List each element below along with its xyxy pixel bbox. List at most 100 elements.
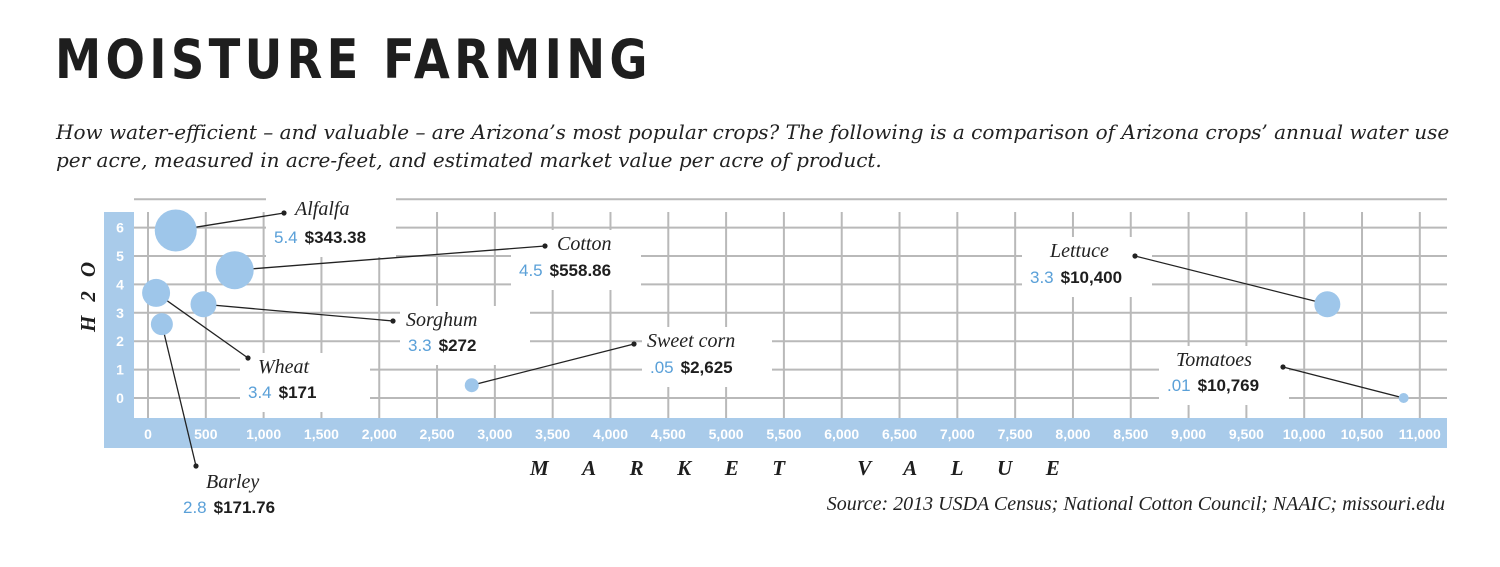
market-value: $171.76: [214, 498, 275, 517]
x-tick-label: 8,000: [1055, 426, 1090, 442]
x-axis-ticks: 0 500 1,000 1,500 2,000 2,500 3,000 3,500 4,000 4…: [144, 426, 1441, 442]
crop-bubble: [150, 313, 173, 336]
water-use-value: 5.4: [274, 228, 298, 247]
x-tick-label: 9,000: [1171, 426, 1206, 442]
x-tick-label: 500: [194, 426, 218, 442]
chart-frame: [104, 212, 1447, 448]
leader-dot: [390, 318, 396, 324]
leader-line: [471, 343, 635, 386]
leader-dot: [193, 463, 199, 469]
leader-line: [203, 303, 394, 322]
crop-bubble: [142, 278, 171, 307]
y-axis-title: H2O: [76, 248, 100, 333]
crop-bubble: [1398, 393, 1409, 403]
leader-dot: [281, 210, 287, 216]
crop-labels: Alfalfa 5.4 $343.38 Cotton 4.5 $558.86 Sorghum…: [175, 195, 1289, 527]
label-background: [1022, 237, 1152, 297]
x-tick-label: 7,000: [940, 426, 975, 442]
crop-bubbles: [142, 209, 1409, 403]
market-value: $10,400: [1061, 268, 1122, 287]
crop-name-label: Cotton: [557, 233, 611, 255]
y-tick-label: 0: [116, 390, 124, 406]
x-tick-label: 8,500: [1113, 426, 1148, 442]
x-tick-label: 0: [144, 426, 152, 442]
leader-line: [161, 324, 197, 467]
x-tick-label: 1,000: [246, 426, 281, 442]
leader-dot: [1132, 253, 1138, 259]
crop-value-label: .05 $2,625: [650, 358, 733, 377]
leader-line: [155, 292, 249, 359]
chart-subtitle: How water-efficient – and valuable – are…: [56, 120, 1450, 172]
leader-lines: [155, 210, 1404, 469]
label-background: [1159, 346, 1289, 405]
leader-line: [234, 245, 546, 271]
x-tick-label: 9,500: [1229, 426, 1264, 442]
y-axis-band: [104, 212, 134, 448]
market-value: $558.86: [550, 261, 611, 280]
crop-name-label: Wheat: [258, 356, 310, 378]
market-value: $343.38: [305, 228, 366, 247]
water-use-value: 4.5: [519, 261, 543, 280]
crop-bubble: [1314, 291, 1341, 318]
x-tick-label: 10,500: [1341, 426, 1384, 442]
leader-dot: [631, 341, 637, 347]
crop-bubble: [464, 378, 479, 393]
water-use-value: 3.4: [248, 383, 272, 402]
market-value: $10,769: [1198, 376, 1259, 395]
x-tick-label: 2,500: [420, 426, 455, 442]
market-value: $2,625: [681, 358, 733, 377]
y-axis-ticks: 0 1 2 3 4 5 6: [116, 220, 124, 406]
x-tick-label: 7,500: [998, 426, 1033, 442]
y-tick-label: 3: [116, 305, 124, 321]
x-axis-title: MARKET VALUE: [529, 456, 1093, 480]
x-tick-label: 1,500: [304, 426, 339, 442]
source-note: Source: 2013 USDA Census; National Cotto…: [826, 493, 1445, 515]
x-tick-label: 6,000: [824, 426, 859, 442]
label-background: [175, 468, 305, 527]
y-tick-label: 2: [116, 333, 124, 349]
y-tick-label: 6: [116, 220, 124, 236]
x-tick-label: 4,000: [593, 426, 628, 442]
x-axis-band: [104, 418, 1447, 448]
x-tick-label: 11,000: [1399, 426, 1441, 442]
leader-dot: [1280, 364, 1286, 370]
x-tick-label: 5,000: [709, 426, 744, 442]
water-use-value: 2.8: [183, 498, 207, 517]
crop-value-label: 3.3 $272: [408, 336, 476, 355]
water-use-value: 3.3: [408, 336, 432, 355]
y-tick-label: 1: [116, 362, 124, 378]
crop-name-label: Tomatoes: [1176, 349, 1252, 371]
x-tick-label: 2,000: [362, 426, 397, 442]
label-background: [642, 327, 772, 387]
crop-name-label: Alfalfa: [293, 198, 349, 220]
x-tick-label: 10,000: [1283, 426, 1326, 442]
chart-title: MOISTURE FARMING: [55, 28, 652, 91]
crop-bubble: [215, 251, 254, 290]
x-tick-label: 6,500: [882, 426, 917, 442]
label-background: [240, 353, 370, 412]
crop-value-label: 5.4 $343.38: [274, 228, 366, 247]
crop-name-label: Sweet corn: [647, 330, 735, 352]
crop-value-label: 3.4 $171: [248, 383, 316, 402]
crop-name-label: Sorghum: [406, 309, 477, 331]
y-tick-label: 4: [116, 276, 124, 292]
water-use-value: 3.3: [1030, 268, 1054, 287]
crop-value-label: 4.5 $558.86: [519, 261, 611, 280]
axis-titles: H2O MARKET VALUE: [76, 248, 1093, 480]
crop-value-label: 3.3 $10,400: [1030, 268, 1122, 287]
crop-bubble: [190, 291, 217, 318]
y-tick-label: 5: [116, 248, 124, 264]
water-use-value: .05: [650, 358, 674, 377]
crop-value-label: .01 $10,769: [1167, 376, 1259, 395]
label-background: [400, 306, 530, 365]
leader-line: [1282, 366, 1404, 399]
water-use-value: .01: [1167, 376, 1191, 395]
crop-value-label: 2.8 $171.76: [183, 498, 275, 517]
x-tick-label: 3,000: [477, 426, 512, 442]
x-tick-label: 5,500: [766, 426, 801, 442]
crop-bubble: [154, 209, 197, 252]
label-background: [511, 230, 641, 290]
crop-name-label: Barley: [206, 471, 259, 493]
crop-name-label: Lettuce: [1049, 240, 1109, 262]
